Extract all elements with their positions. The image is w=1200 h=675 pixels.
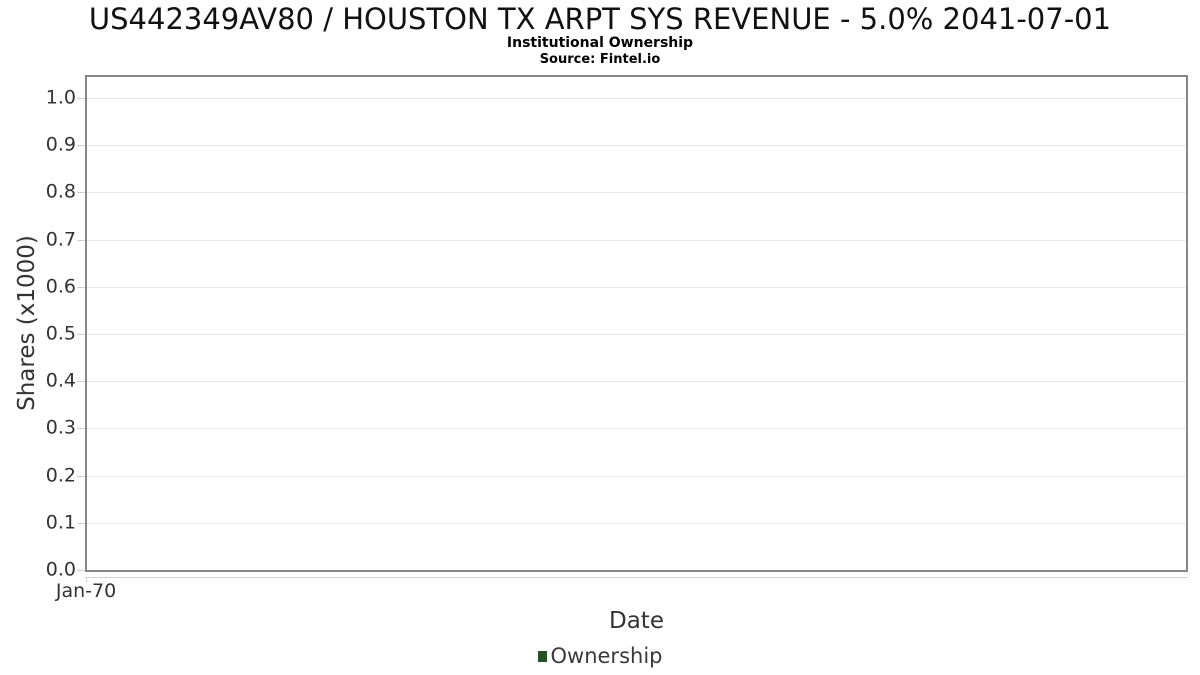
y-tick-mark xyxy=(77,381,85,382)
gridline xyxy=(87,428,1186,429)
y-tick-mark xyxy=(77,523,85,524)
y-tick-mark xyxy=(77,98,85,99)
x-tick-label: Jan-70 xyxy=(55,580,117,602)
y-tick-mark xyxy=(77,334,85,335)
y-tick-label: 0.3 xyxy=(45,416,76,439)
y-tick-mark xyxy=(77,476,85,477)
y-tick-mark xyxy=(77,192,85,193)
gridline xyxy=(87,381,1186,382)
y-tick-label: 0.0 xyxy=(45,558,76,581)
legend: Ownership xyxy=(0,644,1200,668)
y-tick-label: 0.9 xyxy=(45,133,76,156)
gridline xyxy=(87,476,1186,477)
y-tick-label: 0.6 xyxy=(45,275,76,298)
chart-source: Source: Fintel.io xyxy=(539,52,661,67)
y-tick-label: 0.7 xyxy=(45,228,76,251)
gridline xyxy=(87,98,1186,99)
ownership-series-marker-icon xyxy=(537,651,547,663)
y-tick-mark xyxy=(77,287,85,288)
chart-title: US442349AV80 / HOUSTON TX ARPT SYS REVEN… xyxy=(88,2,1112,36)
gridline xyxy=(87,192,1186,193)
y-tick-mark xyxy=(77,240,85,241)
chart-subtitle: Institutional Ownership xyxy=(506,35,694,51)
gridline xyxy=(87,287,1186,288)
gridline xyxy=(87,145,1186,146)
legend-item-ownership[interactable]: Ownership xyxy=(537,644,663,668)
gridline xyxy=(87,523,1186,524)
y-tick-mark xyxy=(77,570,85,571)
y-tick-label: 1.0 xyxy=(45,86,76,109)
y-tick-label: 0.8 xyxy=(45,180,76,203)
y-tick-mark xyxy=(77,428,85,429)
y-tick-label: 0.1 xyxy=(45,511,76,534)
gridline xyxy=(87,334,1186,335)
gridline xyxy=(87,240,1186,241)
y-tick-label: 0.5 xyxy=(45,322,76,345)
y-tick-label: 0.2 xyxy=(45,464,76,487)
y-tick-mark xyxy=(77,145,85,146)
y-tick-label: 0.4 xyxy=(45,369,76,392)
legend-label: Ownership xyxy=(550,644,663,668)
x-axis-title: Date xyxy=(609,608,664,634)
x-axis-line xyxy=(85,577,1188,578)
x-tick-mark xyxy=(86,577,87,582)
plot-area xyxy=(85,75,1188,572)
